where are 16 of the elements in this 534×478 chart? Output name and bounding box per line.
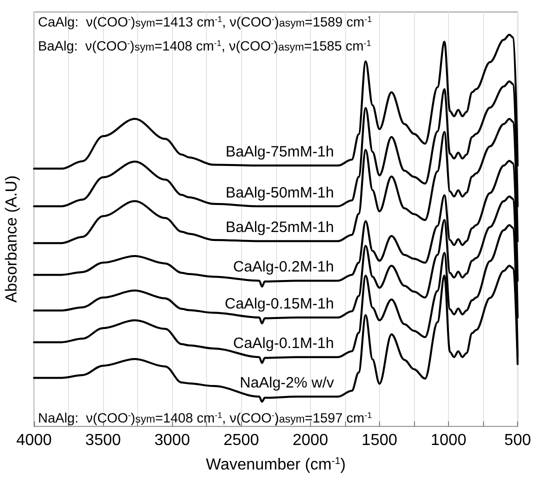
- x-tick-label: 1500: [362, 432, 398, 449]
- x-tick-label: 2000: [292, 432, 328, 449]
- x-tick-label: 1000: [430, 432, 466, 449]
- series-label: NaAlg-2% w/v: [240, 374, 335, 392]
- series-label: BaAlg-75mM-1h: [226, 144, 334, 161]
- series-label: CaAlg-0.1M-1h: [233, 335, 334, 352]
- series-label: BaAlg-25mM-1h: [226, 219, 334, 236]
- series-label: BaAlg-50mM-1h: [226, 184, 334, 202]
- x-tick-label: 500: [504, 432, 532, 449]
- x-tick-label: 4000: [16, 432, 52, 449]
- series-label: CaAlg-0.2M-1h: [233, 258, 334, 276]
- x-tick-label: 2500: [223, 432, 260, 449]
- y-axis-title: Absorbance (A.U): [4, 175, 20, 303]
- x-tick-label: 3500: [85, 432, 121, 449]
- x-tick-label: 3000: [154, 432, 190, 449]
- series-label: CaAlg-0.15M-1h: [224, 296, 334, 313]
